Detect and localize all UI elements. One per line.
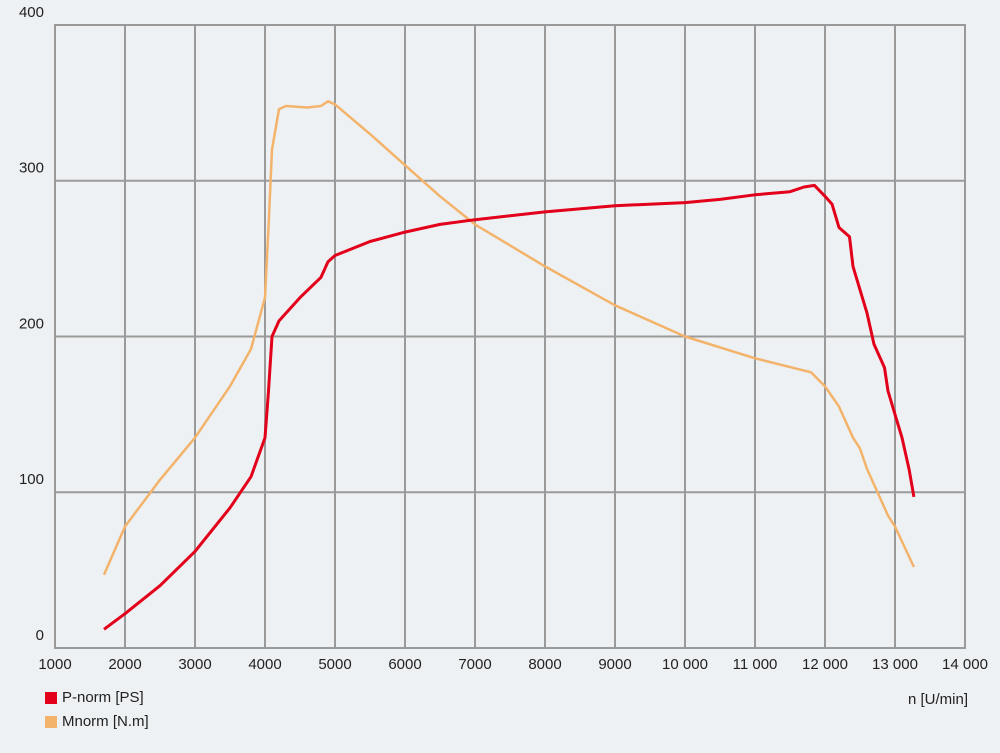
- x-tick-label: 10 000: [662, 656, 708, 673]
- x-tick-label: 1000: [38, 656, 71, 673]
- series-line: [103, 183, 916, 631]
- legend-label: Mnorm [N.m]: [62, 713, 149, 730]
- x-tick-label: 12 000: [802, 656, 848, 673]
- x-tick-label: 4000: [248, 656, 281, 673]
- x-tick-label: 7000: [458, 656, 491, 673]
- legend-swatch: [45, 716, 57, 728]
- x-tick-label: 5000: [318, 656, 351, 673]
- series-line: [102, 100, 916, 576]
- y-tick-label: 300: [19, 160, 44, 177]
- y-tick-label: 200: [19, 315, 44, 332]
- x-tick-label: 3000: [178, 656, 211, 673]
- x-tick-label: 6000: [388, 656, 421, 673]
- plot-frame: [54, 24, 966, 649]
- x-tick-label: 11 000: [733, 656, 778, 673]
- y-tick-label: 400: [19, 4, 44, 21]
- x-axis-label: n [U/min]: [908, 691, 968, 708]
- x-tick-label: 9000: [598, 656, 631, 673]
- y-tick-label: 0: [36, 627, 44, 644]
- x-tick-label: 2000: [108, 656, 141, 673]
- x-tick-label: 14 000: [942, 656, 988, 673]
- y-tick-label: 100: [19, 471, 44, 488]
- x-tick-label: 8000: [528, 656, 561, 673]
- legend-label: P-norm [PS]: [62, 689, 144, 706]
- x-tick-label: 13 000: [872, 656, 918, 673]
- legend-swatch: [45, 692, 57, 704]
